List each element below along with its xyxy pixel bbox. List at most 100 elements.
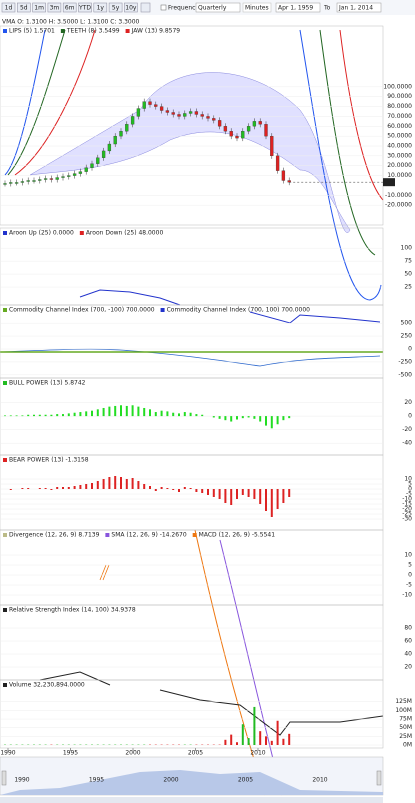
candle: [49, 178, 54, 180]
candle: [20, 181, 25, 183]
legend-swatch: [60, 29, 65, 33]
y-tick-label: -10: [402, 592, 412, 599]
range-button[interactable]: [1, 2, 16, 13]
y-tick-label: -25: [402, 511, 412, 518]
histogram-bar: [149, 486, 151, 489]
range-button-label: YTD: [78, 5, 91, 12]
navigator-handle-left[interactable]: [1, 770, 7, 786]
panel-frame: [0, 25, 384, 226]
candle: [183, 113, 187, 117]
to-label: To: [323, 5, 331, 12]
y-tick-label: 60.0000: [387, 123, 412, 130]
histogram-bar: [276, 489, 279, 509]
to-date[interactable]: [336, 2, 382, 13]
y-tick-label: -5: [406, 491, 412, 498]
y-tick-label: 80: [404, 625, 412, 632]
range-button-label: 5d: [20, 5, 28, 12]
histogram-bar: [33, 414, 35, 417]
range-button[interactable]: [124, 2, 138, 13]
navigator-handle-right[interactable]: [376, 770, 382, 786]
frequency-checkbox[interactable]: [160, 4, 167, 11]
legend-text: TEETH (8) 3.5499: [66, 28, 120, 35]
candle: [177, 114, 181, 117]
histogram-bar: [85, 411, 88, 417]
histogram-bar: [270, 489, 273, 517]
candle: [264, 124, 268, 137]
histogram-bar: [172, 412, 175, 417]
histogram-bar: [259, 416, 262, 422]
range-button[interactable]: [62, 2, 77, 13]
histogram-bar: [195, 489, 198, 492]
frequency-select[interactable]: [195, 2, 241, 13]
range-button[interactable]: [47, 2, 62, 13]
range-button[interactable]: [78, 2, 92, 13]
histogram-bar: [259, 489, 262, 504]
y-tick-label: 10.0000: [387, 172, 412, 179]
candle: [241, 131, 245, 139]
y-tick-label: 100: [401, 245, 413, 252]
histogram-bar: [230, 489, 233, 505]
histogram-bar: [91, 410, 93, 417]
histogram-bar: [282, 738, 285, 745]
histogram-bar: [276, 416, 279, 425]
legend-text: Volume 32,230,894.0000: [9, 682, 85, 689]
candle: [84, 167, 88, 172]
interval-box[interactable]: [242, 2, 272, 13]
y-tick-label: 250: [401, 333, 413, 340]
rsi-volume-line: [39, 671, 384, 736]
y-tick-label: -20: [402, 506, 412, 513]
scrollbar[interactable]: [0, 797, 383, 803]
histogram-bar: [236, 742, 238, 745]
legend-swatch: [3, 608, 7, 612]
y-tick-label: 40: [404, 651, 412, 658]
candle: [154, 104, 158, 107]
legend-swatch: [105, 533, 110, 537]
candle: [3, 183, 7, 185]
legend-text: Relative Strength Index (14, 100) 34.937…: [9, 607, 136, 614]
y-tick-label: 500: [401, 320, 413, 327]
histogram-bar: [160, 410, 163, 417]
candle: [258, 121, 262, 125]
histogram-bar: [265, 416, 267, 426]
range-button[interactable]: [108, 2, 123, 13]
y-tick-label: 70.0000: [387, 113, 412, 120]
from-date[interactable]: [275, 2, 321, 13]
histogram-bar: [38, 488, 41, 489]
range-button[interactable]: [16, 2, 31, 13]
range-button[interactable]: [32, 2, 46, 13]
range-button-label: 6m: [65, 5, 75, 12]
histogram-bar: [79, 485, 82, 489]
candle: [55, 177, 59, 180]
frequency-value: Quarterly: [198, 5, 227, 12]
legend-swatch: [3, 458, 7, 462]
candle: [270, 135, 274, 157]
y-tick-label: 0M: [403, 742, 412, 749]
range-button-label: 10y: [125, 5, 137, 12]
histogram-bar: [253, 416, 256, 419]
range-button-label: 1y: [97, 5, 105, 12]
candle: [90, 163, 94, 168]
candle: [96, 157, 100, 164]
histogram-bar: [137, 481, 140, 489]
histogram-bar: [288, 416, 291, 419]
histogram-bar: [96, 481, 99, 489]
range-button[interactable]: [93, 2, 108, 13]
y-tick-label: -10.0000: [385, 192, 412, 199]
histogram-bar: [102, 479, 105, 489]
histogram-bar: [178, 413, 180, 417]
histogram-bar: [236, 489, 238, 499]
candle: [212, 118, 216, 121]
max-button[interactable]: [140, 2, 151, 13]
y-tick-label: 25: [404, 284, 412, 291]
x-tick-label: 1995: [63, 750, 78, 757]
histogram-bar: [62, 414, 64, 417]
histogram-bar: [137, 406, 140, 417]
histogram-bar: [125, 479, 128, 489]
histogram-bar: [108, 477, 111, 489]
histogram-bar: [270, 416, 273, 429]
y-tick-label: -5: [406, 582, 412, 589]
y-tick-label: 90.0000: [387, 93, 412, 100]
navigator-tick-label: 1995: [89, 777, 104, 784]
legend-text: MACD (12, 26, 9) -5.5541: [199, 532, 276, 539]
